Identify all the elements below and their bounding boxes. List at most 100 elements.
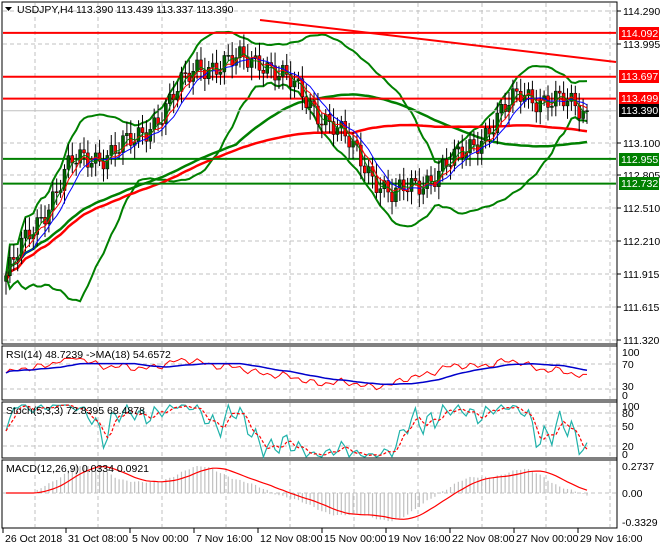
candle — [331, 121, 336, 135]
candle — [503, 104, 507, 112]
candle — [210, 62, 215, 68]
candle — [554, 90, 558, 107]
candle — [109, 145, 114, 156]
price-tag-label: 112.955 — [621, 154, 658, 166]
stoch-pane[interactable] — [1, 401, 618, 459]
ohlc-values: 113.390 113.439 113.337 113.390 — [76, 4, 234, 16]
candle — [249, 58, 254, 68]
candle — [405, 190, 410, 193]
candle — [448, 165, 453, 167]
candle — [288, 74, 293, 88]
symbol-header: USDJPY,H4 113.390 113.439 113.337 113.39… — [5, 4, 234, 16]
price-tick-label: 114.290 — [623, 6, 660, 18]
candle — [277, 76, 281, 81]
stoch-axis-label: 0 — [622, 449, 628, 461]
trendline-resistance[interactable] — [259, 19, 617, 63]
macd-axis-label: -0.3329 — [622, 517, 658, 529]
time-tick-label: 19 Nov 16:00 — [388, 533, 451, 545]
price-tag-label: 113.697 — [621, 71, 658, 83]
candle — [54, 191, 59, 193]
rsi-axis-label: 70 — [622, 359, 634, 371]
price-tick-label: 111.320 — [623, 335, 660, 347]
candle — [140, 127, 145, 133]
time-tick-label: 26 Oct 2018 — [5, 533, 62, 545]
candle — [534, 102, 539, 113]
candle — [136, 127, 141, 143]
candle — [421, 188, 425, 195]
candle — [304, 96, 308, 108]
stoch-axis-label: 80 — [622, 408, 634, 420]
price-tag-label: 113.499 — [621, 93, 658, 105]
time-axis: 26 Oct 2018 31 Oct 08:00 5 Nov 00:00 7 Nov … — [2, 527, 643, 545]
rsi-pane[interactable] — [1, 345, 618, 401]
stoch-axis-label: 100 — [622, 401, 640, 413]
candle — [468, 139, 472, 154]
candle — [242, 46, 246, 58]
candle — [390, 191, 394, 202]
candle — [27, 229, 32, 240]
time-tick-label: 27 Nov 00:00 — [516, 533, 579, 545]
price-tick-label: 112.210 — [623, 236, 660, 248]
candle — [82, 149, 86, 154]
price-tag-label: 114.092 — [621, 28, 658, 40]
candle — [35, 217, 39, 235]
candle — [491, 132, 496, 135]
price-tag — [619, 70, 659, 83]
stoch-axis-label: 20 — [622, 441, 634, 453]
macd-pane[interactable] — [1, 459, 618, 529]
ma-green — [5, 53, 588, 276]
candle — [238, 46, 242, 58]
candle — [323, 114, 328, 126]
price-tick-label: 111.915 — [623, 269, 660, 281]
price-tag — [619, 92, 659, 105]
candle — [585, 110, 589, 112]
candle — [125, 133, 129, 136]
candle — [273, 65, 277, 81]
candle — [218, 71, 223, 75]
candle — [199, 59, 203, 71]
candle — [565, 101, 570, 107]
rsi-ma-line — [5, 362, 588, 386]
ma-blue — [5, 57, 588, 276]
candle — [66, 155, 71, 170]
candle — [538, 100, 542, 113]
candle — [12, 257, 16, 260]
candle — [335, 127, 340, 135]
candle — [39, 217, 43, 219]
macd-axis-label: 0.2737 — [622, 461, 654, 473]
candle — [230, 55, 234, 66]
candle — [394, 187, 398, 202]
candle — [51, 191, 55, 211]
dropdown-triangle-icon[interactable] — [5, 7, 12, 11]
price-axis: 114.290113.995113.100112.805112.510112.2… — [616, 2, 660, 528]
price-tag — [619, 177, 659, 190]
candle — [292, 80, 297, 88]
rsi-line — [5, 357, 587, 391]
macd-axis-label: 0.00 — [622, 488, 643, 500]
bollinger-lower — [5, 81, 588, 303]
candle — [261, 69, 266, 74]
candle — [518, 90, 523, 102]
time-tick-label: 15 Nov 00:00 — [324, 533, 387, 545]
stoch-label: Stoch(5,3,3) 72.8395 68.4878 — [6, 405, 145, 417]
stoch-d-line — [5, 404, 588, 457]
candle — [456, 146, 461, 150]
candle — [74, 162, 78, 165]
long-ma-green — [4, 93, 588, 277]
price-tag-label: 113.390 — [621, 105, 658, 117]
candle — [183, 72, 188, 74]
candle — [222, 55, 227, 73]
price-tag — [619, 153, 659, 166]
price-tick-label: 111.615 — [623, 302, 660, 314]
candle — [440, 159, 445, 172]
time-tick-label: 22 Nov 08:00 — [452, 533, 515, 545]
rsi-axis-label: 0 — [622, 390, 628, 402]
candle — [179, 72, 184, 92]
price-tag — [619, 27, 659, 40]
candle — [557, 90, 562, 94]
main-pane[interactable] — [1, 1, 618, 345]
candle — [561, 92, 566, 107]
time-tick-label: 31 Oct 08:00 — [68, 533, 128, 545]
